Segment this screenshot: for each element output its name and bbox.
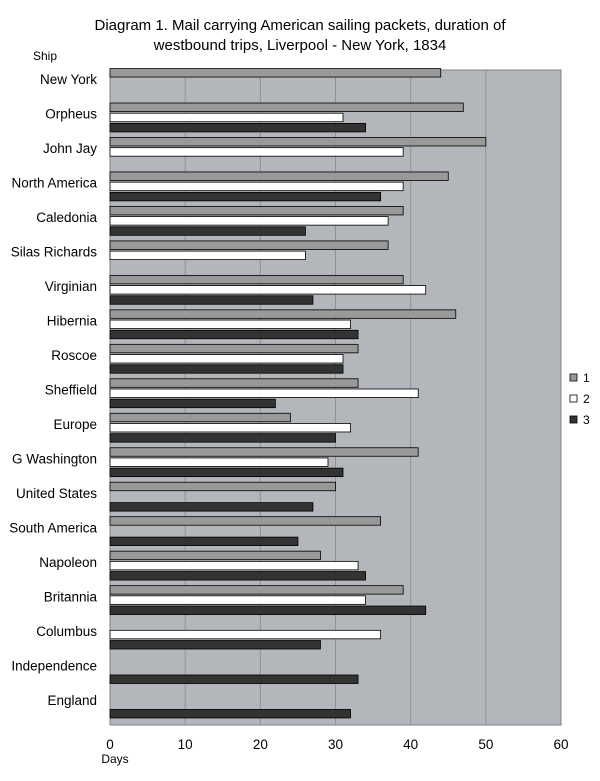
bar-series-1 (109, 102, 464, 112)
bar-series-1 (109, 343, 359, 354)
category-label: Hibernia (47, 314, 98, 329)
bar-series-3 (109, 709, 351, 719)
bar-series-2 (109, 629, 382, 640)
bar-series-3 (109, 295, 314, 305)
bar-series-3 (109, 640, 321, 650)
category-label: England (47, 693, 97, 708)
category-label: Europe (53, 417, 97, 432)
category-label: Sheffield (45, 383, 97, 398)
category-label: Napoleon (39, 555, 97, 570)
legend-label: 1 (583, 371, 590, 385)
bar-series-1 (109, 481, 336, 492)
bar-series-3 (109, 674, 359, 684)
legend-swatch (569, 415, 578, 424)
category-labels: New York Orpheus John Jay North America Cale… (9, 72, 97, 708)
legend-swatch (569, 373, 578, 382)
bar-series-1 (109, 412, 291, 423)
x-tick-label: 60 (553, 737, 568, 752)
legend-label: 3 (583, 413, 590, 427)
bar-series-2 (109, 388, 419, 398)
bar-series-2 (109, 457, 329, 467)
category-label: United States (16, 486, 97, 501)
bar-series-3 (109, 364, 344, 374)
category-label: John Jay (43, 141, 97, 156)
bar-series-2 (109, 319, 351, 329)
category-label: Orpheus (45, 107, 97, 122)
x-tick-label: 50 (478, 737, 493, 752)
x-tick-label: 0 (106, 737, 114, 752)
bar-series-1 (109, 550, 321, 561)
category-label: Britannia (44, 589, 98, 604)
bar-series-2 (109, 112, 344, 123)
bar-series-3 (109, 467, 344, 478)
bar-series-1 (109, 447, 419, 457)
category-label: South America (9, 520, 97, 535)
category-label: Roscoe (51, 348, 97, 363)
bar-series-1 (109, 68, 442, 78)
bar-series-3 (109, 191, 382, 202)
bar-series-1 (109, 240, 389, 250)
x-tick-label: 10 (178, 737, 193, 752)
category-label: Columbus (36, 624, 97, 639)
bar-series-3 (109, 536, 299, 546)
bar-series-2 (109, 250, 306, 261)
bar-series-3 (109, 226, 306, 236)
bar-series-2 (109, 216, 389, 226)
bar-series-2 (109, 147, 404, 157)
x-axis-label: Days (101, 752, 128, 766)
y-axis-label: Ship (33, 49, 57, 63)
bar-series-2 (109, 354, 344, 364)
bar-series-2 (109, 285, 427, 295)
legend: 1 2 3 (569, 371, 590, 427)
category-label: North America (11, 176, 97, 191)
bar-series-1 (109, 137, 487, 147)
bar-series-2 (109, 423, 351, 433)
category-label: Independence (11, 658, 97, 673)
category-label: Silas Richards (11, 245, 98, 260)
category-label: New York (40, 72, 97, 87)
bar-series-3 (109, 502, 314, 512)
bar-series-1 (109, 309, 457, 319)
category-label: G Washington (12, 451, 97, 466)
bar-series-1 (109, 378, 359, 388)
x-tick-label: 40 (403, 737, 418, 752)
chart-title-line-1: Diagram 1. Mail carrying American sailin… (94, 17, 506, 34)
bar-series-1 (109, 171, 449, 181)
bar-series-1 (109, 206, 404, 216)
category-label: Caledonia (36, 210, 97, 225)
bar-series-2 (109, 181, 404, 192)
bars (109, 68, 487, 719)
legend-swatch (569, 394, 578, 403)
bar-series-3 (109, 329, 359, 340)
chart-title-line-2: westbound trips, Liverpool - New York, 1… (153, 37, 447, 54)
bar-series-2 (109, 560, 359, 571)
bar-series-3 (109, 123, 366, 133)
bar-series-3 (109, 398, 276, 409)
legend-label: 2 (583, 392, 590, 406)
bar-series-1 (109, 585, 404, 595)
x-tick-label: 20 (253, 737, 268, 752)
x-tick-label: 30 (328, 737, 343, 752)
bar-series-3 (109, 433, 336, 443)
bar-series-1 (109, 274, 404, 285)
bar-series-3 (109, 571, 366, 581)
x-tick-labels: 0 10 20 30 40 50 60 (106, 737, 568, 752)
category-label: Virginian (45, 279, 97, 294)
bar-series-3 (109, 605, 427, 615)
bar-series-1 (109, 516, 382, 526)
bar-series-2 (109, 595, 366, 605)
